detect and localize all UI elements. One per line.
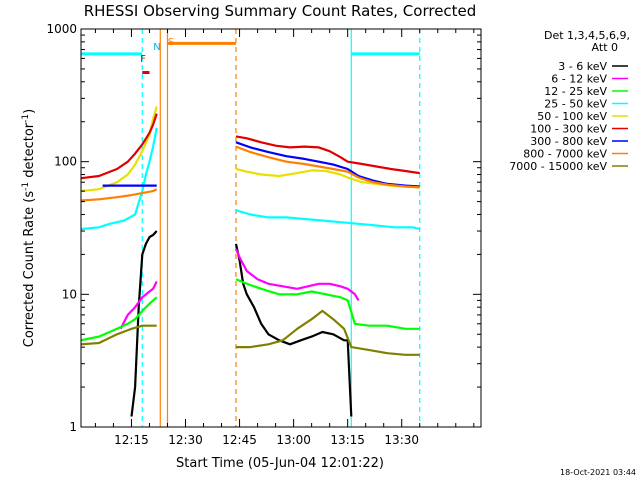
x-axis-label: Start Time (05-Jun-04 12:01:22) — [176, 456, 384, 471]
series-line — [81, 188, 158, 202]
series-line — [81, 324, 157, 346]
series-line — [234, 248, 360, 301]
y-tick-label: 10 — [62, 287, 77, 301]
series-line — [81, 113, 158, 180]
series-line — [119, 281, 158, 330]
legend-label: 6 - 12 keV — [551, 73, 607, 86]
series-line — [81, 127, 158, 231]
legend-label: 800 - 7000 keV — [523, 148, 607, 161]
legend-label: 50 - 100 keV — [537, 110, 607, 123]
legend-label: 12 - 25 keV — [544, 85, 607, 98]
legend-label: 7000 - 15000 keV — [509, 160, 607, 173]
legend-label: 25 - 50 keV — [544, 98, 607, 111]
plot-frame — [80, 28, 482, 428]
footer-timestamp: 18-Oct-2021 03:44 — [560, 468, 636, 477]
series-line — [130, 230, 158, 417]
series-line — [81, 106, 158, 193]
x-tick-label: 13:00 — [276, 433, 311, 447]
legend-header-2: Att 0 — [592, 41, 618, 54]
series-line — [81, 296, 158, 342]
y-axis-label: Corrected Count Rate (s-1 detector-1) — [21, 109, 37, 347]
series-line — [236, 309, 420, 356]
series-line — [235, 141, 420, 188]
x-tick-label: 13:15 — [330, 433, 365, 447]
x-tick-label: 12:15 — [114, 433, 149, 447]
flag-label: N — [153, 42, 160, 53]
legend-label: 300 - 800 keV — [530, 135, 607, 148]
series-line — [235, 278, 420, 330]
legend-label: 3 - 6 keV — [558, 60, 607, 73]
y-tick-label: 1 — [69, 420, 77, 434]
series-line — [235, 135, 420, 175]
chart-title: RHESSI Observing Summary Count Rates, Co… — [84, 2, 477, 20]
series-line — [235, 209, 420, 231]
x-tick-label: 13:30 — [384, 433, 419, 447]
legend-label: 100 - 300 keV — [530, 123, 607, 136]
x-tick-label: 12:45 — [222, 433, 257, 447]
y-tick-label: 1000 — [46, 22, 77, 36]
x-tick-label: 12:30 — [168, 433, 203, 447]
flag-label: S — [168, 37, 174, 48]
legend-header-1: Det 1,3,4,5,6,9, — [544, 29, 630, 42]
y-tick-label: 100 — [54, 155, 77, 169]
flag-label: F — [140, 54, 146, 65]
series-line — [234, 243, 353, 417]
series-line — [235, 145, 420, 189]
